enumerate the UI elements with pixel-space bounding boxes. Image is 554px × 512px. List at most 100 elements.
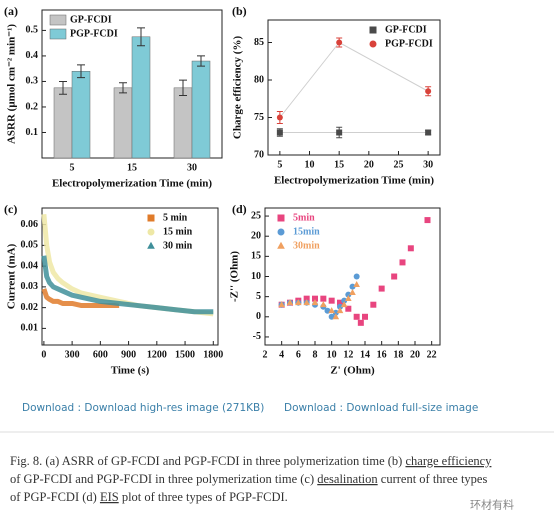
marker — [407, 245, 414, 252]
marker — [336, 307, 344, 314]
x-tick-label: 20 — [410, 349, 420, 360]
legend-swatch — [49, 28, 67, 40]
x-tick-label: 600 — [93, 349, 108, 360]
x-tick-label: 15 — [334, 159, 344, 170]
marker — [336, 129, 343, 136]
legend-marker — [277, 228, 285, 236]
y-tick-label: 0.03 — [21, 281, 39, 292]
y-axis-label: -Z'' (Ohm) — [229, 251, 241, 302]
legend-label: PGP-FCDI — [70, 28, 118, 39]
marker — [378, 285, 385, 292]
marker — [278, 301, 285, 308]
x-tick-label: 15 — [127, 162, 137, 173]
legend-marker — [277, 241, 285, 249]
y-tick-label: 0.01 — [21, 323, 39, 334]
panel-label: (b) — [232, 4, 247, 18]
watermark: 环材有料 — [470, 498, 514, 512]
bar — [173, 87, 193, 159]
marker — [399, 259, 406, 266]
error-bar — [77, 64, 85, 79]
y-tick-label: 15 — [251, 251, 261, 262]
legend-label: 30min — [293, 240, 320, 251]
marker — [320, 301, 327, 308]
marker — [349, 289, 356, 296]
panel-label: (a) — [4, 4, 18, 18]
x-tick-label: 5 — [70, 162, 75, 173]
x-tick-label: 300 — [65, 349, 80, 360]
legend-marker — [369, 40, 377, 48]
x-tick-label: 10 — [327, 349, 337, 360]
x-tick-label: 1800 — [203, 349, 223, 360]
y-tick-label: 10 — [251, 271, 261, 282]
y-tick-label: 70 — [254, 149, 264, 160]
marker — [425, 129, 432, 136]
legend-label: 5 min — [163, 212, 188, 223]
x-tick-label: 0 — [41, 349, 46, 360]
x-tick-label: 8 — [313, 349, 318, 360]
marker — [320, 295, 327, 302]
download-link[interactable]: Download : Download high-res image (271K… — [22, 402, 264, 414]
marker — [311, 299, 319, 306]
y-tick-label: 75 — [254, 112, 264, 123]
x-tick-label: 2 — [263, 349, 268, 360]
x-tick-label: 900 — [121, 349, 136, 360]
caption-text: of GP-FCDI and PGP-FCDI in three polymer… — [10, 472, 317, 486]
marker — [303, 299, 310, 306]
marker — [340, 301, 348, 308]
y-tick-label: 85 — [254, 37, 264, 48]
x-tick-label: 4 — [279, 349, 284, 360]
marker — [332, 313, 340, 320]
marker — [391, 273, 398, 280]
marker — [341, 297, 348, 304]
x-axis-label: Electropolymerization Time (min) — [52, 178, 212, 190]
legend-marker — [147, 214, 155, 222]
x-tick-label: 6 — [296, 349, 301, 360]
caption-text: charge efficiency — [405, 454, 492, 468]
panel-label: (c) — [4, 202, 17, 216]
bar — [113, 87, 133, 159]
caption-line: Fig. 8. (a) ASRR of GP-FCDI and PGP-FCDI… — [10, 454, 492, 468]
marker — [303, 295, 310, 302]
x-tick-label: 16 — [377, 349, 387, 360]
y-tick-label: 80 — [254, 74, 264, 85]
marker — [345, 291, 352, 298]
x-axis-label: Electropolymerization Time (min) — [274, 175, 434, 187]
y-axis-label: ASRR (μmol cm⁻² min⁻¹) — [6, 24, 18, 144]
x-tick-label: 1500 — [175, 349, 195, 360]
marker — [295, 299, 302, 306]
caption-text: EIS — [100, 490, 119, 504]
y-tick-label: 0.06 — [21, 219, 39, 230]
bar — [53, 87, 73, 159]
y-tick-label: 0.04 — [21, 260, 39, 271]
marker — [349, 283, 356, 290]
legend-label: GP-FCDI — [385, 24, 427, 35]
plot-frame — [264, 207, 441, 346]
marker — [425, 88, 432, 95]
x-tick-label: 18 — [393, 349, 403, 360]
marker — [328, 297, 335, 304]
marker — [353, 273, 360, 280]
download-link[interactable]: Download : Download full-size image — [284, 402, 478, 414]
legend-marker — [147, 241, 155, 249]
legend-marker — [369, 26, 377, 34]
series-line — [41, 255, 214, 315]
legend-label: GP-FCDI — [70, 14, 112, 25]
marker — [336, 39, 343, 46]
caption-text: desalination — [317, 472, 378, 486]
x-tick-label: 14 — [360, 349, 370, 360]
error-bar — [137, 27, 145, 47]
bar — [131, 36, 151, 159]
marker — [345, 295, 352, 302]
y-tick-label: 0.4 — [26, 50, 39, 61]
marker — [345, 305, 352, 312]
y-tick-label: 0.1 — [26, 127, 39, 138]
legend-label: PGP-FCDI — [385, 38, 433, 49]
x-tick-label: 10 — [305, 159, 315, 170]
y-tick-label: 0.05 — [21, 240, 39, 251]
plot-frame — [267, 19, 441, 156]
caption-text: plot of three types of PGP-FCDI. — [119, 490, 288, 504]
bar — [71, 70, 91, 159]
marker — [362, 313, 368, 320]
marker — [337, 299, 343, 306]
caption-text: current of three types — [378, 472, 488, 486]
